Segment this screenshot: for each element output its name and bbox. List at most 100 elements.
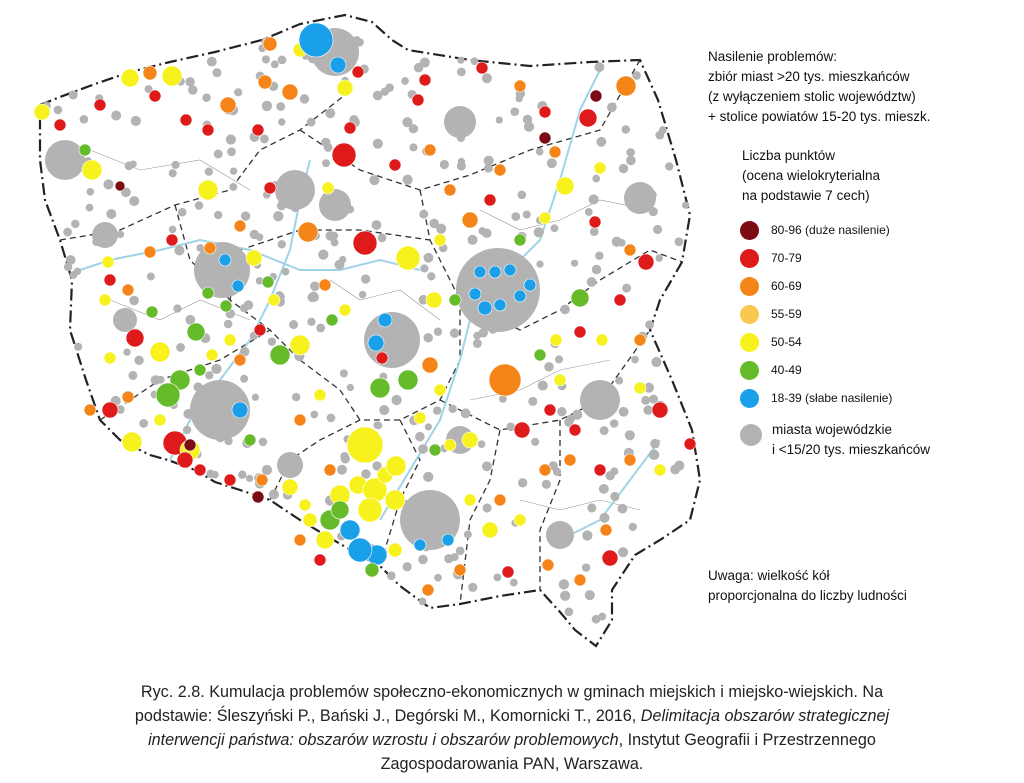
problem-city-circle: [338, 303, 352, 317]
small-town-circle: [130, 115, 141, 126]
small-town-circle: [103, 179, 114, 190]
small-town-circle: [116, 230, 125, 239]
problem-city-circle: [193, 463, 207, 477]
problem-city-circle: [593, 463, 607, 477]
problem-city-circle: [548, 145, 562, 159]
problem-city-circle: [461, 211, 479, 229]
problem-city-circle: [103, 273, 117, 287]
small-town-circle: [618, 163, 629, 174]
small-town-circle: [229, 167, 238, 175]
problem-city-circle: [461, 431, 479, 449]
small-town-circle: [645, 320, 654, 330]
problem-city-circle: [121, 283, 135, 297]
regional-capital-circle: [624, 182, 656, 214]
problem-city-circle: [343, 121, 357, 135]
small-town-circle: [391, 394, 402, 406]
small-town-circle: [124, 161, 134, 171]
problem-city-circle: [367, 334, 385, 352]
problem-city-circle: [223, 333, 237, 347]
small-town-circle: [372, 138, 383, 149]
small-town-circle: [258, 437, 268, 447]
small-town-circle: [289, 320, 299, 330]
small-town-circle: [436, 223, 447, 234]
small-town-circle: [537, 380, 548, 391]
small-town-circle: [74, 342, 83, 351]
small-town-circle: [418, 597, 427, 606]
small-town-circle: [457, 67, 466, 77]
regional-capital-circle: [546, 521, 574, 549]
problem-city-circle: [413, 538, 427, 552]
legend-item-50-54: 50-54: [740, 328, 930, 356]
caption-line-3-italic: interwencji państwa: obszarów wzrostu i …: [148, 731, 619, 749]
small-town-circle: [586, 277, 597, 287]
problem-city-circle: [33, 103, 51, 121]
small-town-circle: [196, 244, 205, 252]
small-town-circle: [111, 110, 122, 121]
small-town-circle: [499, 394, 507, 403]
small-town-circle: [591, 264, 602, 275]
small-town-circle: [481, 73, 492, 84]
problem-city-circle: [148, 89, 162, 103]
problem-city-circle: [418, 73, 432, 87]
problem-city-circle: [329, 56, 347, 74]
small-town-circle: [116, 405, 125, 414]
legend-label: 80-96 (duże nasilenie): [771, 223, 890, 237]
problem-city-circle: [463, 493, 477, 507]
legend-label: 60-69: [771, 279, 802, 293]
small-town-circle: [326, 413, 336, 423]
small-town-circle: [173, 304, 182, 313]
small-town-circle: [591, 614, 601, 624]
small-town-circle: [433, 327, 443, 336]
small-town-circle: [334, 259, 345, 270]
legend-swatch: [740, 276, 759, 296]
problem-city-circle: [395, 245, 421, 271]
small-town-circle: [177, 207, 187, 217]
problem-city-circle: [397, 369, 419, 391]
problem-city-circle: [323, 463, 337, 477]
problem-city-circle: [385, 455, 407, 477]
small-town-circle: [418, 294, 429, 305]
small-town-circle: [484, 163, 493, 173]
small-town-circle: [401, 77, 409, 85]
problem-city-circle: [493, 493, 507, 507]
small-town-circle: [402, 117, 413, 128]
problem-city-circle: [318, 278, 332, 292]
small-town-circle: [379, 404, 390, 416]
legend-label-other: miasta wojewódzkie i <15/20 tys. mieszkań…: [772, 420, 930, 460]
small-town-circle: [550, 224, 559, 233]
small-town-circle: [188, 85, 198, 95]
legend-other-line: miasta wojewódzkie: [772, 422, 893, 437]
legend-subtitle-line: (ocena wielokryterialna: [742, 168, 881, 183]
small-town-circle: [229, 183, 238, 191]
regional-capital-circle: [275, 170, 315, 210]
small-town-circle: [202, 93, 211, 102]
problem-city-circle: [543, 403, 557, 417]
small-town-circle: [240, 211, 251, 221]
problem-city-circle: [538, 211, 552, 225]
problem-city-circle: [53, 118, 67, 132]
small-town-circle: [318, 249, 329, 260]
small-town-circle: [595, 251, 604, 260]
problem-city-circle: [384, 489, 406, 511]
problem-city-circle: [578, 108, 598, 128]
problem-city-circle: [297, 221, 319, 243]
problem-city-circle: [413, 411, 427, 425]
problem-city-circle: [313, 388, 327, 402]
small-town-circle: [346, 383, 355, 392]
problem-city-circle: [538, 463, 552, 477]
problem-city-circle: [120, 68, 140, 88]
problem-city-circle: [201, 123, 215, 137]
small-town-circle: [71, 219, 80, 229]
regional-capital-circle: [277, 452, 303, 478]
small-town-circle: [134, 355, 144, 365]
small-town-circle: [449, 328, 460, 338]
problem-city-circle: [570, 288, 590, 308]
problem-city-circle: [513, 79, 527, 93]
small-town-circle: [239, 303, 249, 313]
small-town-circle: [182, 425, 192, 435]
small-town-circle: [185, 77, 195, 87]
small-town-circle: [227, 147, 236, 157]
small-town-circle: [648, 449, 660, 461]
problem-city-circle: [293, 413, 307, 427]
regional-capital-circle: [113, 308, 137, 332]
